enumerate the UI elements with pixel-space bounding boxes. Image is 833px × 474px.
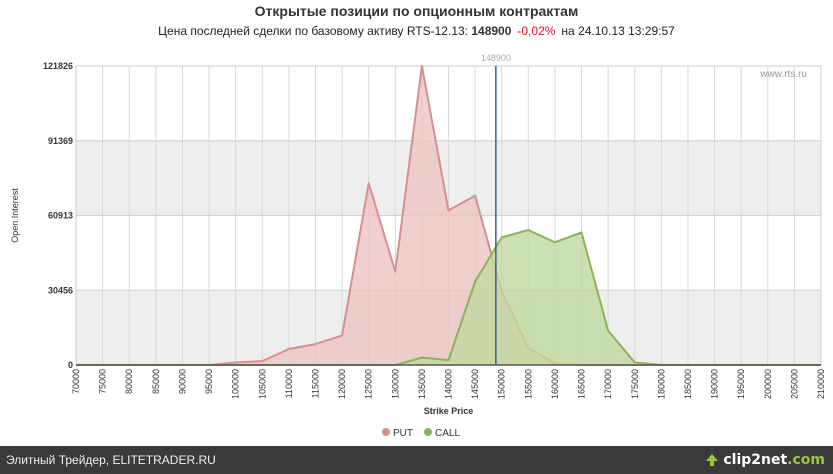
open-interest-chart: 148900 www.rts.ru 0 30456 60913 91369 121826 70… xyxy=(10,53,826,439)
subtitle-prefix: Цена последней сделки по базовому активу… xyxy=(158,24,468,38)
clip2net-logo: clip2net.com xyxy=(705,450,825,470)
x-tick-label: 155000 xyxy=(523,369,533,399)
x-tick-label: 95000 xyxy=(204,369,214,394)
x-tick-label: 125000 xyxy=(364,369,374,399)
x-tick-label: 100000 xyxy=(231,369,241,399)
x-tick-label: 80000 xyxy=(124,369,134,394)
x-tick-label: 110000 xyxy=(284,369,294,398)
x-tick-label: 140000 xyxy=(444,369,454,399)
x-tick-label: 90000 xyxy=(177,369,187,394)
y-tick-label: 91369 xyxy=(48,136,73,146)
footer-bar: Элитный Трейдер, ELITETRADER.RU clip2net… xyxy=(0,446,833,474)
watermark-text: www.rts.ru xyxy=(759,69,807,80)
logo-suffix-text: .com xyxy=(787,452,825,468)
price-change: -0,02% xyxy=(517,24,556,38)
datetime-prefix: на xyxy=(561,24,575,38)
legend-label-put: PUT xyxy=(393,428,413,439)
x-tick-label: 190000 xyxy=(710,369,720,399)
x-tick-label: 180000 xyxy=(656,369,666,399)
x-tick-label: 75000 xyxy=(98,369,108,394)
x-tick-label: 145000 xyxy=(470,369,480,399)
x-tick-label: 120000 xyxy=(337,369,347,399)
chart-title: Открытые позиции по опционным контрактам xyxy=(254,3,579,19)
legend-label-call: CALL xyxy=(435,428,460,439)
legend-marker-put xyxy=(382,428,390,436)
last-trade-datetime: 24.10.13 13:29:57 xyxy=(578,24,675,38)
x-tick-label: 85000 xyxy=(151,369,161,394)
x-tick-label: 115000 xyxy=(310,369,320,398)
logo-main-text: clip2net xyxy=(723,452,788,468)
x-tick-label: 70000 xyxy=(71,369,81,394)
series-put-area xyxy=(76,66,821,365)
y-tick-label: 60913 xyxy=(48,211,73,221)
x-tick-label: 200000 xyxy=(763,369,773,399)
price-marker-label: 148900 xyxy=(481,53,511,63)
footer-source-text: Элитный Трейдер, ELITETRADER.RU xyxy=(6,453,216,467)
chart-subtitle: Цена последней сделки по базовому активу… xyxy=(0,24,833,38)
y-axis-title: Open Interest xyxy=(10,188,20,243)
x-tick-label: 175000 xyxy=(630,369,640,399)
x-tick-label: 135000 xyxy=(417,369,427,399)
y-tick-label: 30456 xyxy=(48,285,73,295)
legend-marker-call xyxy=(424,428,432,436)
x-tick-label: 165000 xyxy=(577,369,587,399)
x-tick-label: 160000 xyxy=(550,369,560,399)
x-tick-label: 170000 xyxy=(603,369,613,399)
x-tick-label: 210000 xyxy=(816,369,826,399)
y-tick-label: 0 xyxy=(68,360,73,370)
x-axis-title: Strike Price xyxy=(424,406,474,416)
x-tick-label: 130000 xyxy=(390,369,400,399)
x-tick-label: 105000 xyxy=(257,369,267,399)
y-tick-label: 121826 xyxy=(43,61,73,71)
clip2net-arrow-icon xyxy=(706,454,719,466)
last-price: 148900 xyxy=(471,24,512,38)
x-tick-label: 185000 xyxy=(683,369,693,399)
x-tick-label: 205000 xyxy=(789,369,799,399)
x-tick-label: 150000 xyxy=(497,369,507,399)
x-tick-label: 195000 xyxy=(736,369,746,399)
